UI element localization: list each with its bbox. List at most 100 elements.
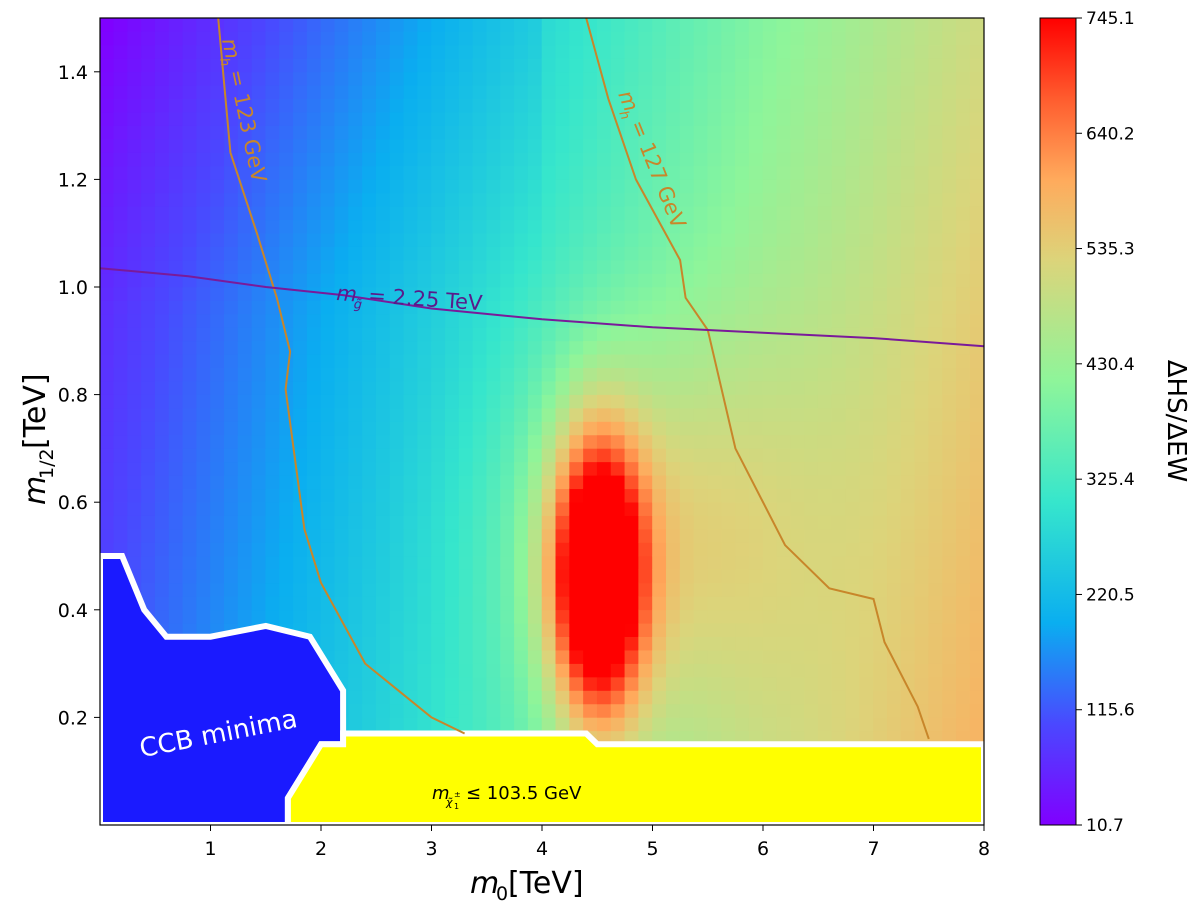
heatmap-cell xyxy=(776,730,791,745)
heatmap-cell xyxy=(168,44,184,59)
heatmap-cell xyxy=(100,18,115,32)
heatmap-cell xyxy=(569,313,584,328)
heatmap-cell xyxy=(624,327,639,342)
heatmap-cell xyxy=(500,165,515,180)
heatmap-cell xyxy=(790,58,805,73)
heatmap-cell xyxy=(306,246,322,261)
heatmap-cell xyxy=(100,340,115,355)
heatmap-cell xyxy=(375,649,391,664)
heatmap-cell xyxy=(900,192,916,207)
heatmap-cell xyxy=(817,380,833,395)
heatmap-cell xyxy=(168,596,184,611)
heatmap-cell xyxy=(445,232,460,247)
heatmap-cell xyxy=(748,475,764,490)
heatmap-cell xyxy=(845,434,860,449)
heatmap-cell xyxy=(762,71,778,86)
heatmap-cell xyxy=(748,31,764,46)
heatmap-cell xyxy=(445,569,460,584)
heatmap-cell xyxy=(514,58,529,73)
heatmap-cell xyxy=(403,596,418,611)
heatmap-cell xyxy=(348,542,363,557)
heatmap-cell xyxy=(776,488,791,503)
heatmap-cell xyxy=(624,394,639,409)
heatmap-cell xyxy=(887,555,902,570)
heatmap-cell xyxy=(431,152,446,167)
heatmap-cell xyxy=(666,71,681,86)
heatmap-cell xyxy=(831,138,847,153)
heatmap-cell xyxy=(666,649,681,664)
heatmap-cell xyxy=(306,98,322,113)
heatmap-cell xyxy=(887,246,902,261)
heatmap-cell xyxy=(541,286,557,301)
heatmap-cell xyxy=(196,407,211,422)
heatmap-cell xyxy=(969,18,984,32)
heatmap-cell xyxy=(375,609,391,624)
heatmap-cell xyxy=(817,676,833,691)
heatmap-cell xyxy=(596,179,612,194)
heatmap-cell xyxy=(541,461,557,476)
heatmap-cell xyxy=(735,286,750,301)
heatmap-cell xyxy=(859,448,874,463)
heatmap-cell xyxy=(127,367,142,382)
heatmap-cell xyxy=(721,488,736,503)
heatmap-cell xyxy=(583,690,598,705)
heatmap-cell xyxy=(389,380,405,395)
heatmap-cell xyxy=(168,515,184,530)
heatmap-cell xyxy=(541,407,557,422)
heatmap-cell xyxy=(306,84,322,99)
heatmap-cell xyxy=(403,152,418,167)
heatmap-cell xyxy=(472,569,488,584)
heatmap-cell xyxy=(555,636,570,651)
heatmap-cell xyxy=(859,58,874,73)
heatmap-cell xyxy=(375,542,391,557)
heatmap-cell xyxy=(707,448,722,463)
heatmap-cell xyxy=(348,165,363,180)
heatmap-cell xyxy=(320,501,336,516)
heatmap-cell xyxy=(472,340,488,355)
heatmap-cell xyxy=(224,421,239,436)
heatmap-cell xyxy=(403,649,418,664)
heatmap-cell xyxy=(817,84,833,99)
heatmap-cell xyxy=(679,353,695,368)
heatmap-cell xyxy=(638,636,653,651)
heatmap-cell xyxy=(721,475,736,490)
heatmap-cell xyxy=(279,98,294,113)
y-tick-label: 0.4 xyxy=(58,600,88,622)
heatmap-cell xyxy=(596,515,612,530)
heatmap-cell xyxy=(638,676,653,691)
heatmap-cell xyxy=(182,528,197,543)
heatmap-cell xyxy=(417,192,432,207)
heatmap-cell xyxy=(776,58,791,73)
heatmap-cell xyxy=(154,434,170,449)
heatmap-cell xyxy=(610,407,626,422)
heatmap-cell xyxy=(748,300,764,315)
heatmap-cell xyxy=(445,596,460,611)
heatmap-cell xyxy=(969,246,984,261)
heatmap-cell xyxy=(569,125,584,140)
heatmap-cell xyxy=(583,273,598,288)
heatmap-cell xyxy=(113,259,128,274)
heatmap-cell xyxy=(100,152,115,167)
heatmap-cell xyxy=(348,300,363,315)
heatmap-cell xyxy=(237,501,253,516)
contour-lines xyxy=(100,18,984,740)
heatmap-cell xyxy=(293,340,308,355)
heatmap-cell xyxy=(210,367,225,382)
heatmap-cell xyxy=(210,475,225,490)
heatmap-cell xyxy=(942,125,957,140)
heatmap-cell xyxy=(666,730,681,745)
heatmap-cell xyxy=(831,596,847,611)
heatmap-cell xyxy=(472,353,488,368)
heatmap-cell xyxy=(817,421,833,436)
heatmap-cell xyxy=(942,676,957,691)
heatmap-cell xyxy=(928,98,943,113)
heatmap-cell xyxy=(527,152,543,167)
heatmap-cell xyxy=(472,300,488,315)
heatmap-cell xyxy=(182,367,197,382)
heatmap-cell xyxy=(306,219,322,234)
heatmap-cell xyxy=(472,394,488,409)
heatmap-cell xyxy=(527,515,543,530)
heatmap-cell xyxy=(596,340,612,355)
heatmap-cell xyxy=(196,165,211,180)
heatmap-cell xyxy=(127,165,142,180)
